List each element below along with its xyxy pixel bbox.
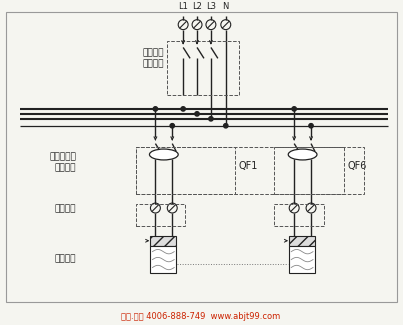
Text: 气断路器: 气断路器	[143, 60, 164, 69]
Text: L3: L3	[206, 2, 216, 11]
Text: 中国.安邦 4006-888-749  www.abjt99.com: 中国.安邦 4006-888-749 www.abjt99.com	[121, 312, 280, 320]
Circle shape	[309, 124, 313, 128]
Text: 电源连线: 电源连线	[54, 204, 76, 214]
Bar	[289, 236, 315, 246]
Ellipse shape	[288, 149, 317, 160]
Circle shape	[153, 107, 158, 111]
Circle shape	[195, 112, 199, 116]
Circle shape	[292, 107, 296, 111]
Bar	[150, 236, 176, 246]
Text: L1: L1	[178, 2, 188, 11]
Circle shape	[209, 117, 213, 121]
Bar	[150, 246, 176, 273]
Text: 双极漏电保: 双极漏电保	[49, 152, 76, 161]
Text: QF6: QF6	[348, 162, 367, 171]
Text: 护断路器: 护断路器	[54, 163, 76, 172]
Text: 伴热电缆: 伴热电缆	[54, 254, 76, 263]
Text: L2: L2	[192, 2, 202, 11]
Text: N: N	[222, 2, 229, 11]
Bar	[289, 246, 315, 273]
Text: QF1: QF1	[239, 162, 258, 171]
Text: 主回路空: 主回路空	[143, 48, 164, 57]
Circle shape	[170, 124, 174, 128]
Ellipse shape	[150, 149, 178, 160]
Circle shape	[181, 107, 185, 111]
Circle shape	[224, 124, 228, 128]
